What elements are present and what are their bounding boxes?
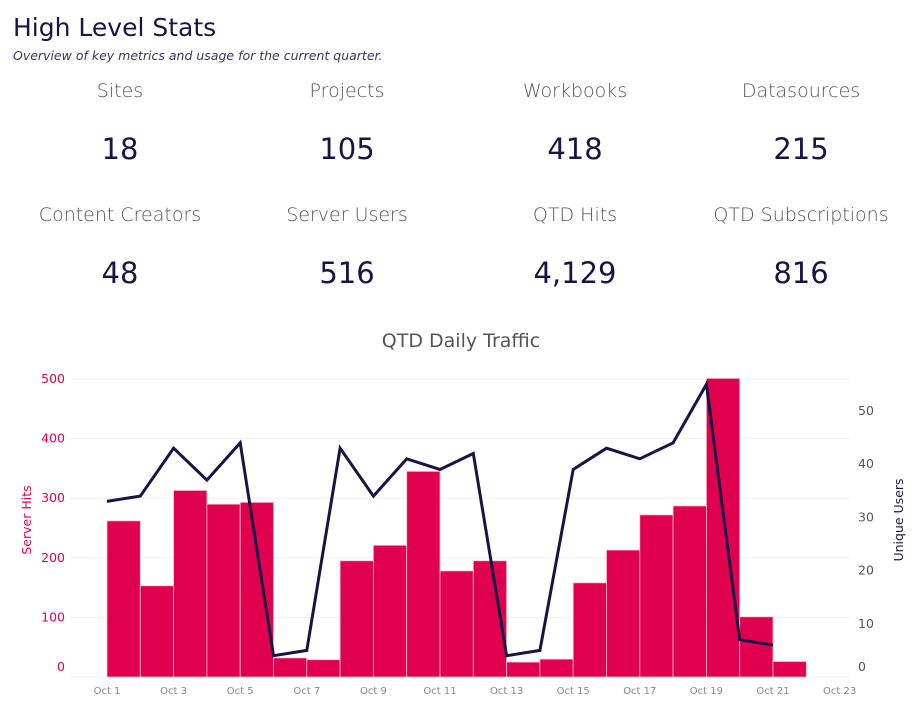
y-tick-label: 300 [41, 490, 65, 505]
y2-tick-label: 20 [858, 563, 874, 578]
kpi-label: Projects [309, 80, 385, 102]
x-tick-label: Oct 1 [94, 686, 121, 697]
kpi-value: 816 [773, 256, 829, 290]
x-tick-label: Oct 3 [160, 686, 187, 697]
y2-tick-label: 30 [858, 509, 874, 524]
x-tick-label: Oct 21 [756, 686, 789, 697]
y2-tick-label: 50 [858, 403, 874, 418]
kpi-label: Workbooks [522, 80, 628, 102]
kpi-label: QTD Hits [532, 204, 618, 226]
x-tick-label: Oct 15 [557, 686, 590, 697]
kpi-value: 418 [547, 132, 603, 166]
bar-oct-11 [439, 570, 474, 678]
kpi-label: Content Creators [38, 204, 202, 226]
y-tick-label: 100 [41, 609, 65, 624]
kpi-label: Server Users [286, 204, 408, 226]
x-tick-label: Oct 23 [823, 686, 856, 697]
y-axis-label: Server Hits [19, 485, 34, 554]
bar-oct-9 [372, 544, 408, 678]
y2-tick-label: 40 [858, 456, 874, 471]
kpi-label: QTD Subscriptions [713, 204, 889, 226]
kpi-value: 18 [101, 132, 139, 166]
bar-oct-6 [273, 657, 308, 678]
kpi-qtd-hits: QTD Hits 4,129 [462, 204, 688, 290]
bar-oct-18 [672, 505, 707, 678]
x-tick-label: Oct 7 [293, 686, 320, 697]
bar-oct-7 [306, 659, 341, 678]
y-tick-label: 500 [41, 371, 65, 386]
kpi-label: Datasources [741, 80, 861, 102]
page-title: High Level Stats [13, 13, 217, 42]
y2-tick-label: 10 [858, 616, 874, 631]
bar-oct-16 [606, 549, 641, 678]
bar-oct-1 [106, 520, 141, 678]
bar-oct-20 [739, 616, 774, 678]
kpi-content-creators: Content Creators 48 [7, 204, 233, 290]
kpi-sites: Sites 18 [7, 80, 233, 166]
y-tick-label: 0 [57, 659, 65, 674]
kpi-value: 4,129 [533, 256, 617, 290]
kpi-qtd-subscriptions: QTD Subscriptions 816 [688, 204, 914, 290]
kpi-value: 105 [319, 132, 375, 166]
bar-oct-10 [406, 470, 441, 678]
kpi-value: 215 [773, 132, 829, 166]
page-subtitle: Overview of key metrics and usage for th… [13, 48, 383, 63]
x-tick-label: Oct 9 [360, 686, 387, 697]
bar-oct-4 [206, 503, 241, 678]
x-tick-label: Oct 11 [423, 686, 456, 697]
bar-oct-5 [239, 501, 274, 678]
kpi-server-users: Server Users 516 [234, 204, 460, 290]
x-tick-label: Oct 17 [623, 686, 656, 697]
bar-oct-8 [339, 560, 374, 678]
kpi-label: Sites [96, 80, 144, 102]
bar-oct-3 [173, 490, 208, 678]
y-tick-label: 200 [41, 550, 65, 565]
kpi-projects: Projects 105 [234, 80, 460, 166]
bar-oct-17 [639, 514, 674, 678]
kpi-value: 516 [319, 256, 375, 290]
y-tick-label: 400 [41, 431, 65, 446]
kpi-value: 48 [101, 256, 139, 290]
x-tick-label: Oct 5 [227, 686, 254, 697]
y2-axis-label: Unique Users [891, 478, 906, 561]
bar-oct-21 [772, 661, 807, 678]
x-tick-label: Oct 19 [690, 686, 723, 697]
bar-oct-13 [506, 661, 541, 678]
bar-oct-15 [572, 582, 607, 678]
kpi-workbooks: Workbooks 418 [462, 80, 688, 166]
chart-title: QTD Daily Traffic [382, 330, 540, 352]
x-tick-label: Oct 13 [490, 686, 523, 697]
kpi-datasources: Datasources 215 [688, 80, 914, 166]
y2-tick-label: 0 [858, 659, 866, 674]
bar-oct-2 [139, 585, 175, 678]
bar-oct-14 [539, 658, 574, 678]
